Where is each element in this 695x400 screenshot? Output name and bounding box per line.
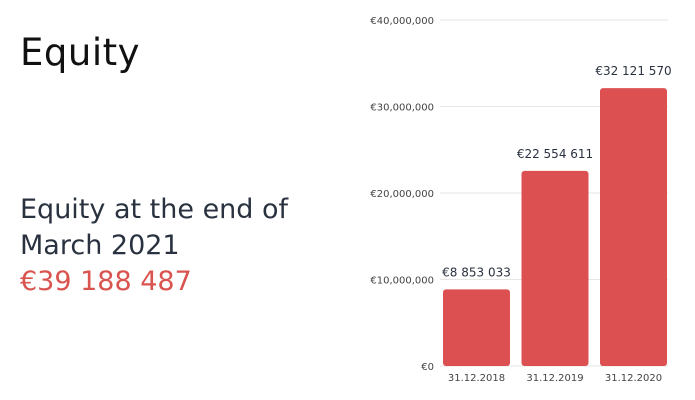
summary-caption: Equity at the end of <box>20 194 289 225</box>
y-tick-label: €30,000,000 <box>370 103 434 114</box>
bar <box>521 170 589 366</box>
data-label: €32 121 570 <box>595 64 671 78</box>
x-tick-label: 31.12.2018 <box>448 373 505 384</box>
y-tick-label: €20,000,000 <box>370 189 434 200</box>
x-tick-label: 31.12.2020 <box>605 373 662 384</box>
chart-data-labels: €8 853 033 €22 554 611 €32 121 570 <box>442 64 672 279</box>
bar <box>600 88 667 366</box>
chart-x-axis: 31.12.2018 31.12.2019 31.12.2020 <box>448 373 662 384</box>
equity-summary: Equity at the end of March 2021 €39 188 … <box>20 192 288 300</box>
y-tick-label: €0 <box>421 362 434 373</box>
data-label: €22 554 611 <box>517 147 593 161</box>
data-label: €8 853 033 <box>442 265 511 279</box>
x-tick-label: 31.12.2019 <box>526 373 583 384</box>
y-tick-label: €40,000,000 <box>370 16 434 27</box>
bar <box>443 289 510 366</box>
equity-bar-chart: €0 €10,000,000 €20,000,000 €30,000,000 €40,0… <box>370 16 672 384</box>
chart-y-axis: €0 €10,000,000 €20,000,000 €30,000,000 €40,0… <box>370 16 434 373</box>
chart-bars <box>443 88 667 366</box>
y-tick-label: €10,000,000 <box>370 276 434 287</box>
summary-amount: €39 188 487 <box>20 266 192 297</box>
summary-period: March 2021 <box>20 230 180 261</box>
page-title: Equity <box>20 31 140 74</box>
